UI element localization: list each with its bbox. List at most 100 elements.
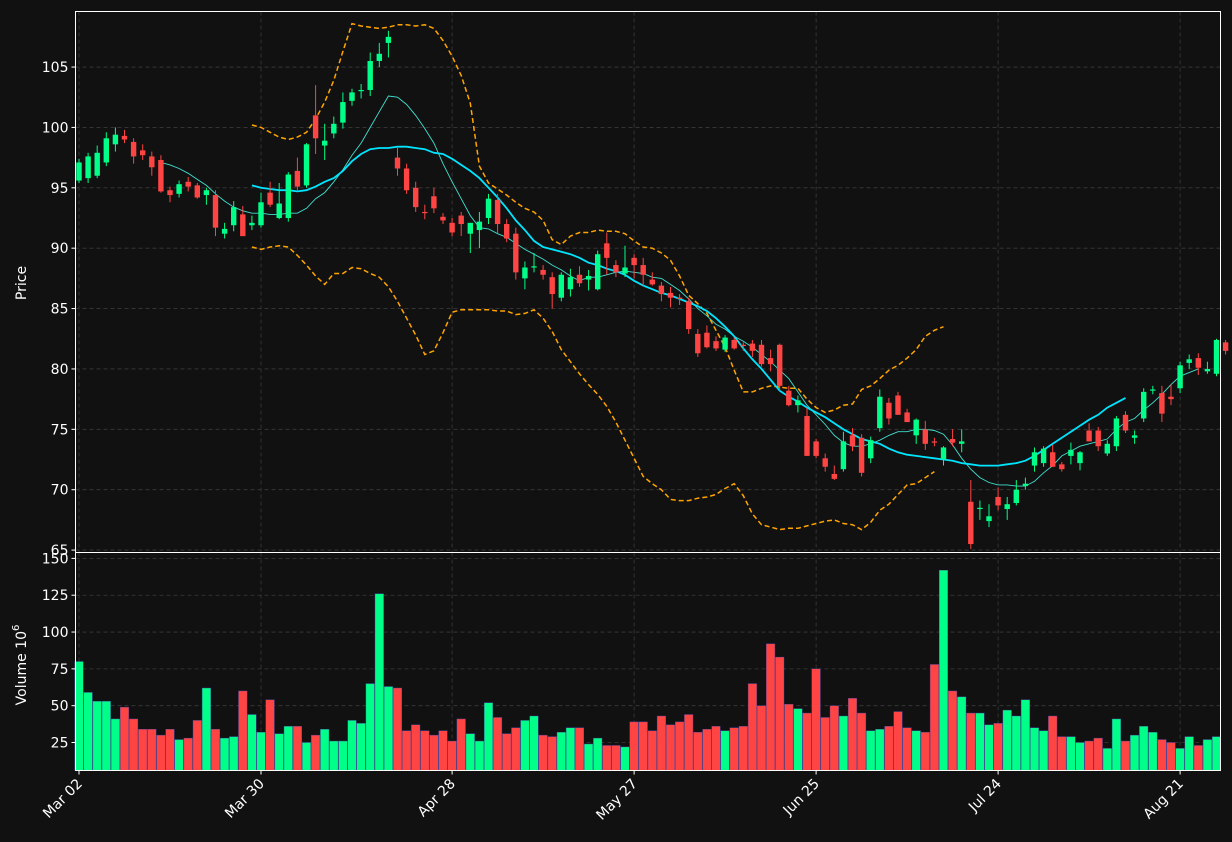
candle-body: [622, 267, 628, 274]
candle-body: [322, 140, 328, 146]
candle-body: [986, 516, 992, 522]
volume-bar: [656, 715, 666, 771]
candle-body: [1177, 365, 1183, 389]
volume-bar: [302, 742, 312, 771]
candle-body: [686, 301, 692, 330]
candle-body: [777, 344, 783, 386]
volume-bar: [138, 729, 148, 771]
volume-bar: [684, 714, 694, 771]
price-tick-label: 75: [51, 422, 69, 438]
candle-body: [522, 267, 528, 279]
candle-body: [203, 190, 210, 196]
volume-bar: [757, 705, 767, 771]
candle-body: [504, 224, 510, 239]
candle-body: [558, 274, 564, 298]
candle-body: [585, 275, 592, 280]
price-tick-label: 70: [51, 483, 69, 499]
candle-body: [185, 181, 191, 187]
volume-tick-label: 150: [42, 551, 69, 567]
candle-body: [913, 419, 919, 436]
candle-body: [822, 458, 828, 467]
volume-tick-label: 75: [51, 662, 69, 678]
volume-bar: [611, 745, 621, 771]
candle-body: [121, 135, 128, 140]
volume-bar: [274, 733, 284, 771]
volume-bar: [747, 683, 757, 771]
volume-bar: [766, 643, 776, 771]
candle-body: [1150, 389, 1156, 391]
candle-body: [1095, 430, 1101, 447]
candle-body: [831, 474, 837, 479]
candle-body: [1122, 414, 1129, 431]
candle-body: [604, 243, 610, 258]
candle-body: [294, 170, 301, 187]
volume-bar: [374, 593, 384, 771]
volume-bar: [966, 712, 976, 771]
volume-bar: [538, 734, 548, 771]
volume-bar: [593, 737, 603, 771]
candle-body: [767, 358, 774, 365]
candle-body: [922, 429, 928, 444]
candle-body: [485, 198, 492, 218]
price-y-ticks: 65 70 75 80 85 90 95 100 105: [42, 60, 76, 559]
volume-bar: [629, 721, 639, 771]
candle-body: [1213, 339, 1220, 374]
volume-y-ticks: 25 50 75 100 125 150: [42, 551, 76, 752]
volume-bar: [110, 718, 120, 771]
volume-bar: [1202, 739, 1212, 771]
volume-bar: [1184, 736, 1194, 771]
candle-body: [877, 396, 883, 429]
candle-body: [595, 254, 601, 290]
volume-bar: [1057, 736, 1067, 771]
volume-bar: [1002, 709, 1012, 771]
candle-body: [176, 184, 182, 194]
candle-body: [1022, 483, 1029, 487]
volume-bar: [893, 711, 903, 771]
volume-bar: [174, 739, 184, 771]
volume-bar: [984, 724, 994, 771]
candle-body: [840, 441, 847, 470]
volume-bar: [502, 733, 512, 771]
candle-body: [358, 89, 364, 92]
volume-bar: [775, 656, 785, 771]
candle-body: [531, 266, 537, 268]
volume-tick-label: 50: [51, 699, 69, 715]
volume-bar: [292, 726, 302, 771]
volume-bar: [556, 732, 566, 771]
volume-bar: [238, 690, 248, 771]
volume-bar: [429, 734, 439, 771]
candle-body: [494, 199, 501, 225]
candle-body: [103, 138, 109, 163]
volume-bar: [638, 721, 648, 771]
volume-bar: [838, 715, 848, 771]
volume-bar: [720, 730, 730, 771]
volume-bar: [802, 712, 812, 771]
candle-body: [140, 150, 146, 156]
volume-bar: [575, 727, 585, 771]
candle-body: [194, 185, 200, 198]
candle-body: [413, 187, 419, 208]
candle-body: [676, 297, 683, 299]
candle-body: [249, 222, 255, 226]
candle-body: [1031, 452, 1038, 466]
volume-bar: [156, 734, 166, 771]
volume-bar: [520, 720, 530, 771]
volume-bar: [356, 723, 366, 771]
volume-bar: [365, 683, 375, 771]
bollinger-lower-line: [251, 245, 935, 531]
candle-body: [476, 221, 483, 231]
volume-bar: [484, 702, 494, 771]
candle-body: [221, 228, 228, 234]
volume-bar: [784, 704, 794, 771]
candle-body: [449, 222, 455, 233]
candle-body: [1204, 368, 1211, 372]
volume-bar: [411, 724, 421, 771]
candle-body: [1141, 391, 1147, 419]
volume-bar: [329, 740, 339, 771]
volume-bar: [602, 745, 612, 771]
volume-y-axis-label: Volume 106: [11, 625, 30, 706]
candle-body: [977, 507, 983, 510]
volume-bar: [702, 729, 712, 771]
candle-body: [813, 441, 819, 456]
volume-tick-label: 125: [42, 588, 69, 604]
